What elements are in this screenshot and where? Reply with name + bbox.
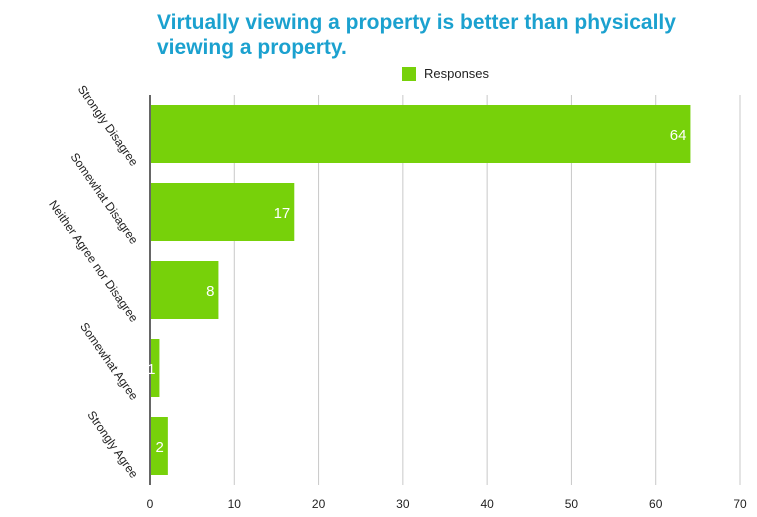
legend-swatch <box>402 66 416 81</box>
data-label: 64 <box>670 127 687 144</box>
bar <box>151 339 160 397</box>
legend: Responses <box>402 66 489 81</box>
category-label: Strongly Agree <box>84 408 141 481</box>
x-tick-label: 40 <box>480 497 494 511</box>
category-label: Somewhat Agree <box>77 320 141 403</box>
data-label: 1 <box>147 361 155 378</box>
x-tick-label: 60 <box>649 497 663 511</box>
bar <box>151 417 168 475</box>
bar <box>151 105 691 163</box>
bar <box>151 183 295 241</box>
x-tick-label: 0 <box>147 497 154 511</box>
x-tick-label: 50 <box>565 497 579 511</box>
x-tick-label: 70 <box>733 497 747 511</box>
x-tick-label: 10 <box>228 497 242 511</box>
bar <box>151 261 219 319</box>
chart-title: Virtually viewing a property is better t… <box>157 11 676 59</box>
category-label: Neither Agree nor Disagree <box>46 198 141 325</box>
data-label: 2 <box>156 439 164 456</box>
category-label: Strongly Disagree <box>75 83 141 169</box>
legend-label: Responses <box>424 66 490 81</box>
x-tick-label: 30 <box>396 497 410 511</box>
data-label: 17 <box>274 205 291 222</box>
x-tick-label: 20 <box>312 497 326 511</box>
data-label: 8 <box>206 283 214 300</box>
